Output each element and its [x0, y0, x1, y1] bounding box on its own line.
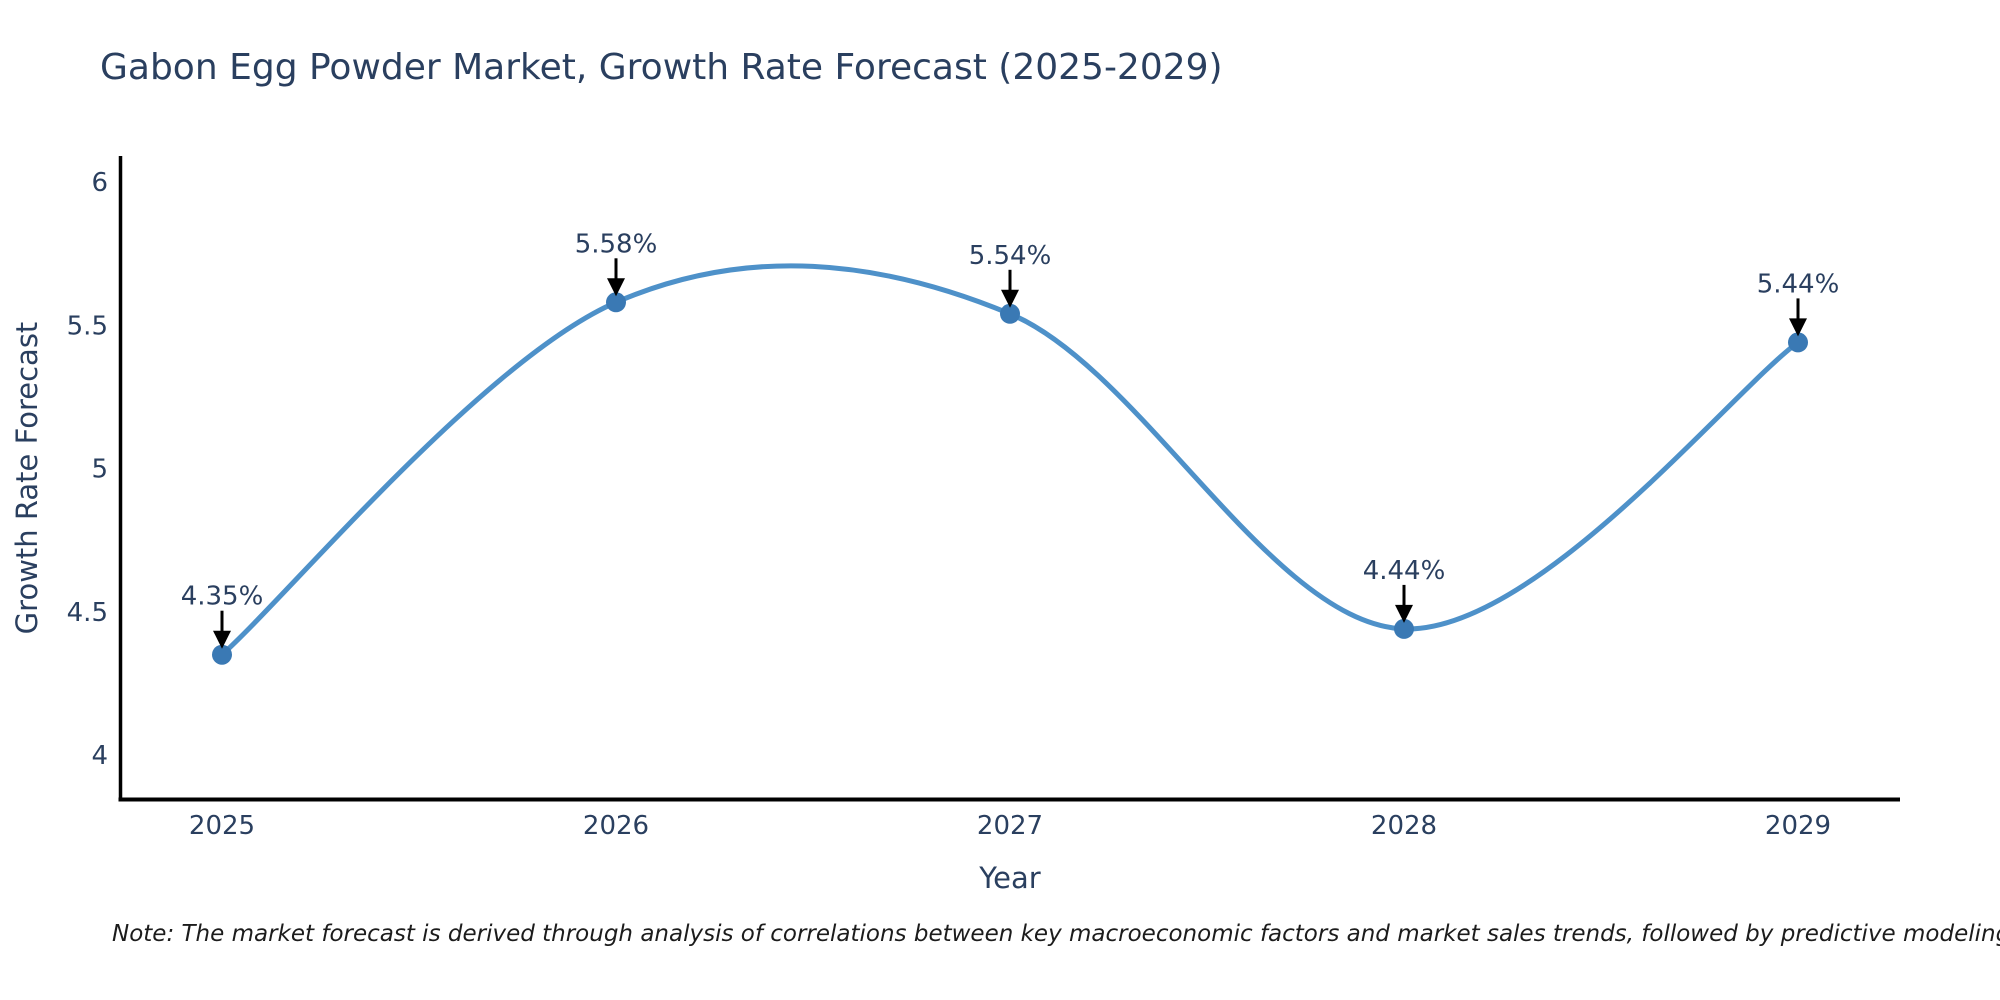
- x-tick-label: 2027: [977, 811, 1043, 841]
- y-axis-title: Growth Rate Forecast: [10, 321, 44, 635]
- data-point-marker-2027: [1000, 303, 1020, 324]
- annotation-arrowhead: [1001, 289, 1019, 308]
- y-tick-label: 5: [91, 455, 108, 485]
- annotation-arrowhead: [607, 278, 625, 297]
- x-tick-label: 2028: [1371, 811, 1437, 841]
- data-point-label: 5.58%: [575, 229, 658, 259]
- x-tick-label: 2026: [583, 811, 649, 841]
- y-tick-label: 4.5: [67, 598, 108, 628]
- annotation-arrowhead: [1789, 318, 1807, 337]
- y-tick-label: 6: [91, 168, 108, 198]
- x-axis-title: Year: [979, 861, 1041, 895]
- data-point-marker-2028: [1394, 618, 1414, 639]
- trend-line: [220, 263, 1800, 657]
- annotation-arrowhead: [213, 630, 231, 649]
- x-tick-label: 2025: [189, 811, 255, 841]
- x-tick-label: 2029: [1765, 811, 1831, 841]
- data-point-label: 5.54%: [969, 241, 1052, 271]
- data-point-marker-2025: [212, 644, 232, 665]
- data-point-label: 4.35%: [181, 582, 264, 612]
- chart-footnote: Note: The market forecast is derived thr…: [112, 921, 2000, 947]
- annotation-arrowhead: [1395, 604, 1413, 623]
- data-point-label: 5.44%: [1757, 269, 1840, 299]
- data-point-marker-2029: [1788, 332, 1808, 353]
- data-point-marker-2026: [606, 292, 626, 313]
- data-point-label: 4.44%: [1363, 556, 1446, 586]
- y-tick-label: 4: [91, 741, 108, 771]
- y-tick-label: 5.5: [67, 311, 108, 341]
- chart-title: Gabon Egg Powder Market, Growth Rate For…: [100, 47, 1223, 88]
